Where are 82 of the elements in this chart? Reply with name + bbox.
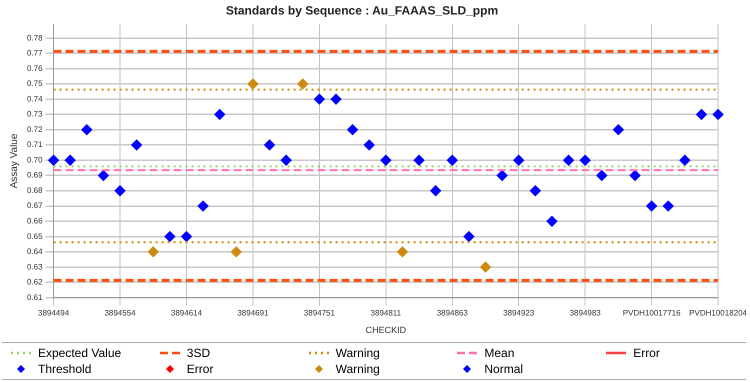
point [64,154,76,166]
y-tick-label: 0.69 [26,170,44,180]
point [364,139,375,150]
y-tick-label: 0.75 [26,79,44,88]
y-axis-title: Assay Value [8,133,20,188]
point [81,124,92,136]
x-tick-label: 3894691 [237,308,270,318]
x-tick-label: 3894614 [170,308,203,318]
legend-label: Mean [484,346,514,360]
point [148,246,159,258]
point [264,139,276,150]
y-tick-label: 0.61 [26,292,44,302]
y-tick-label: 0.71 [26,140,44,150]
point [164,231,176,242]
point [513,154,524,166]
point [446,154,458,166]
point [380,154,392,166]
y-tick-label: 0.76 [26,64,44,73]
point [612,124,624,136]
point [530,185,541,196]
x-tick-label: 3894983 [570,308,602,318]
legend-label: 3SD [186,346,210,360]
legend-label: Error [633,346,660,360]
legend-label: Warning [336,346,380,360]
point [646,200,658,212]
point [480,262,492,273]
y-tick-label: 0.67 [26,201,44,210]
point [630,170,641,181]
y-tick-label: 0.72 [26,124,44,134]
point [679,154,690,166]
point [114,185,126,196]
point [580,154,591,166]
point [396,246,408,258]
point [314,94,325,105]
legend-label: Error [186,362,214,376]
y-tick-label: 0.70 [26,155,44,164]
y-tick-label: 0.62 [26,278,44,287]
point [563,154,574,166]
point [546,216,558,227]
point [180,231,192,242]
point [131,139,142,150]
legend-label: Expected Value [38,346,122,360]
point [297,78,308,90]
y-tick-label: 0.65 [26,232,44,241]
x-tick-label: PVDH10018204 [689,308,748,318]
point [98,170,109,181]
y-tick-label: 0.64 [26,247,44,256]
point [496,170,508,181]
y-tick-label: 0.68 [26,186,44,195]
x-tick-label: 3894923 [503,308,535,318]
y-tick-label: 0.74 [26,94,44,104]
x-tick-label: 3894554 [104,308,136,318]
point [214,108,226,120]
point [247,78,258,90]
point [347,124,358,136]
y-tick-label: 0.73 [26,110,44,119]
point [330,94,342,105]
y-tick-label: 0.77 [26,48,44,58]
point [230,246,242,258]
x-tick-label: 3894494 [38,308,70,318]
x-tick-label: PVDH10017716 [622,308,682,318]
x-axis-title: CHECKID [366,325,407,336]
point [712,108,724,120]
point [48,154,60,166]
point [430,185,442,196]
point [414,154,425,166]
chart-title: Standards by Sequence : Au_FAAAS_SLD_ppm [226,4,498,18]
point [662,200,674,212]
y-tick-label: 0.63 [26,262,44,272]
y-tick-label: 0.66 [26,216,44,226]
point [463,231,474,242]
x-tick-label: 3894751 [304,308,336,318]
legend-label: Threshold [38,362,92,376]
legend-label: Normal [484,362,524,376]
point [280,154,292,166]
legend-label: Warning [336,362,380,376]
point [596,170,608,181]
point [696,108,707,120]
point [198,200,209,212]
x-tick-label: 3894863 [436,308,468,318]
x-tick-label: 3894811 [370,308,402,318]
y-tick-label: 0.78 [26,33,44,42]
